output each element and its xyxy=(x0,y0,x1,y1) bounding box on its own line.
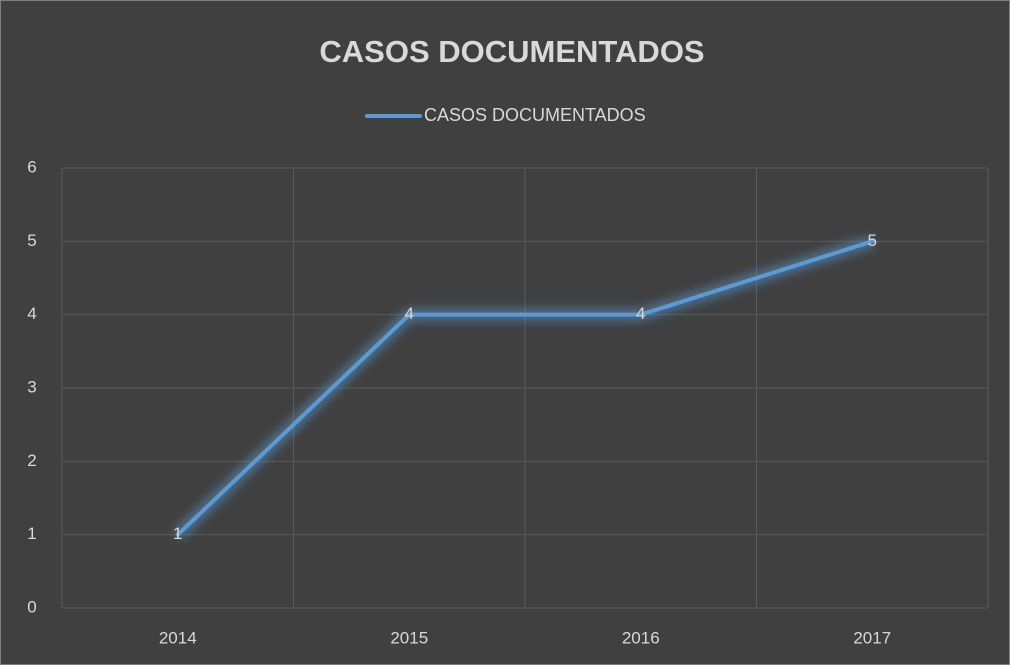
x-tick-label: 2014 xyxy=(159,628,197,647)
data-label: 4 xyxy=(636,304,645,323)
y-tick-label: 4 xyxy=(27,304,36,323)
chart-title: CASOS DOCUMENTADOS xyxy=(319,34,704,69)
data-label: 4 xyxy=(405,304,414,323)
y-tick-label: 5 xyxy=(27,231,36,250)
x-tick-label: 2015 xyxy=(390,628,428,647)
data-label: 5 xyxy=(868,231,877,250)
y-tick-label: 2 xyxy=(27,451,36,470)
x-tick-label: 2017 xyxy=(853,628,891,647)
y-tick-label: 0 xyxy=(27,597,36,616)
data-label: 1 xyxy=(173,524,182,543)
legend: CASOS DOCUMENTADOS xyxy=(365,105,646,125)
line xyxy=(175,239,875,537)
legend-label: CASOS DOCUMENTADOS xyxy=(424,105,646,125)
y-tick-label: 1 xyxy=(27,524,36,543)
y-tick-label: 6 xyxy=(27,157,36,176)
x-tick-label: 2016 xyxy=(622,628,660,647)
y-tick-label: 3 xyxy=(27,377,36,396)
